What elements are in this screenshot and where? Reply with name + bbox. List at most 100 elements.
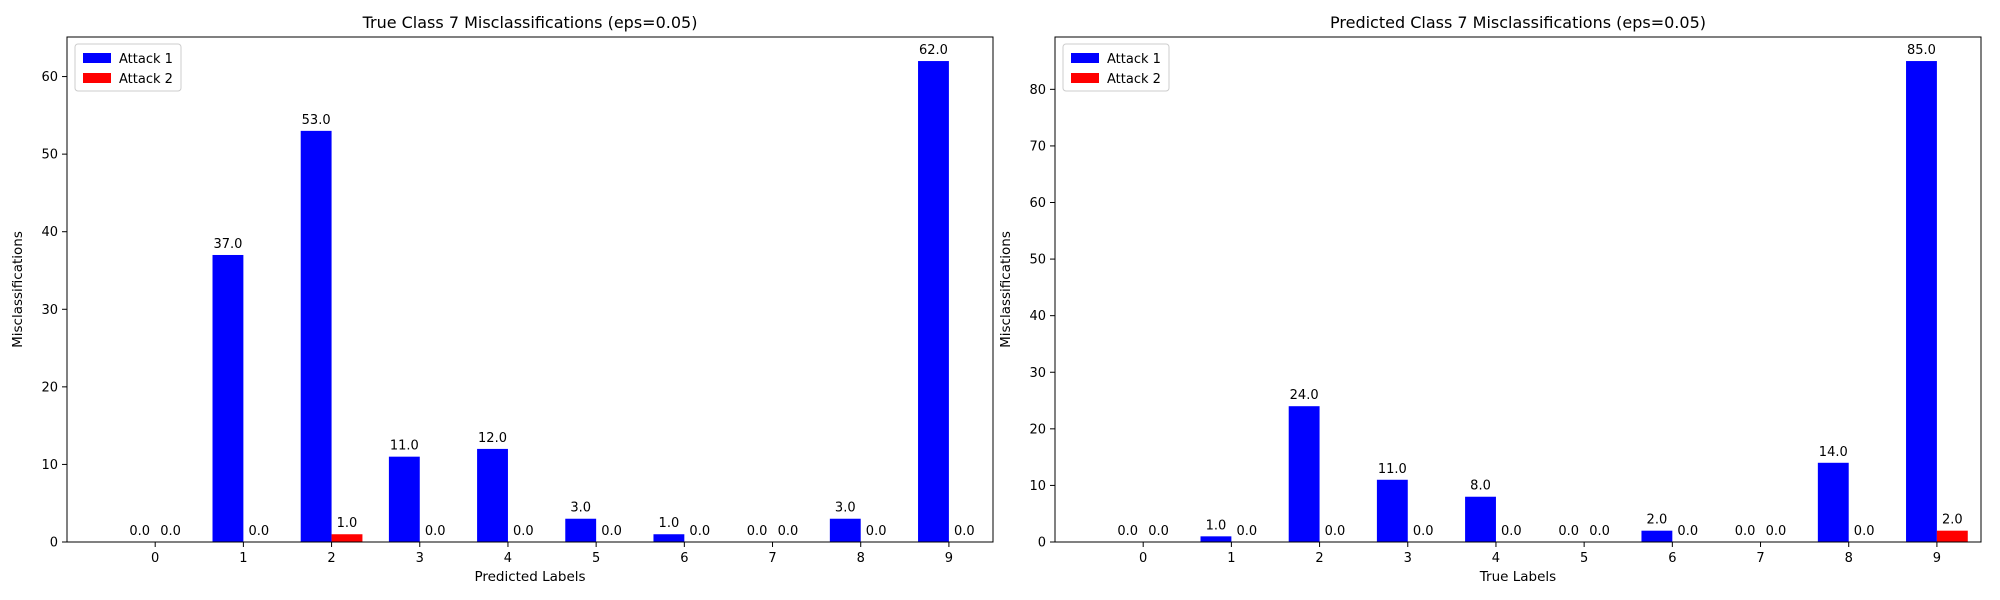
value-label-series-1-cat-4: 8.0: [1470, 479, 1491, 494]
bar-series-1-cat-5: [565, 518, 597, 542]
plot-marks: 0.037.053.011.012.03.01.00.03.062.00.0 0.…: [41, 36, 994, 566]
x-tick-label-5: 5: [592, 551, 600, 566]
x-tick-label-5: 5: [1580, 551, 1588, 566]
legend: Attack 1 Attack 2: [1062, 43, 1170, 92]
legend-swatch-attack-1: [1071, 53, 1099, 63]
value-label-series-2-cat-6: 0.0: [689, 524, 710, 539]
value-label-series-1-cat-7: 0.0: [747, 524, 768, 539]
value-label-series-2-cat-7: 0.0: [1766, 524, 1787, 539]
y-tick-label-10: 10: [41, 458, 58, 473]
y-tick-label-20: 20: [1029, 422, 1046, 437]
y-axis-label: Misclassifications: [998, 231, 1014, 348]
x-tick-label-9: 9: [1933, 551, 1941, 566]
x-tick-label-7: 7: [1756, 551, 1764, 566]
bar-series-1-cat-3: [388, 456, 420, 542]
chart-title: True Class 7 Misclassifications (eps=0.0…: [362, 13, 698, 32]
value-label-series-1-cat-4: 12.0: [478, 431, 507, 446]
bar-series-1-cat-4: [477, 448, 508, 542]
x-tick-label-0: 0: [1139, 551, 1147, 566]
legend-label-attack-1: Attack 1: [1107, 52, 1161, 67]
value-label-series-2-cat-8: 0.0: [866, 524, 887, 539]
value-label-series-1-cat-8: 3.0: [835, 501, 856, 516]
bar-series-1-cat-2: [300, 130, 332, 542]
bar-series-1-cat-8: [1817, 462, 1849, 542]
value-label-series-1-cat-2: 24.0: [1290, 388, 1319, 403]
y-tick-label-10: 10: [1029, 479, 1046, 494]
bar-series-1-cat-3: [1376, 479, 1408, 542]
bar-series-1-cat-6: [1641, 530, 1673, 542]
value-label-series-1-cat-1: 1.0: [1206, 518, 1227, 533]
value-label-series-2-cat-9: 2.0: [1942, 513, 1963, 528]
y-tick-label-50: 50: [41, 148, 58, 163]
value-label-series-1-cat-1: 37.0: [213, 237, 242, 252]
bar-series-1-cat-6: [653, 534, 685, 542]
value-label-series-2-cat-4: 0.0: [513, 524, 534, 539]
value-label-series-1-cat-0: 0.0: [129, 524, 150, 539]
y-tick-label-40: 40: [1029, 309, 1046, 324]
y-tick-label-30: 30: [41, 303, 58, 318]
y-tick-label-60: 60: [41, 70, 58, 85]
value-label-series-2-cat-3: 0.0: [1413, 524, 1434, 539]
value-label-series-2-cat-2: 0.0: [1325, 524, 1346, 539]
legend-label-attack-1: Attack 1: [119, 52, 173, 67]
value-label-series-1-cat-9: 62.0: [919, 43, 948, 58]
value-label-series-2-cat-2: 1.0: [337, 516, 358, 531]
value-label-series-2-cat-1: 0.0: [1236, 524, 1257, 539]
value-label-series-1-cat-2: 53.0: [302, 113, 331, 128]
bar-series-2-cat-9: [1936, 530, 1968, 542]
x-tick-label-9: 9: [945, 551, 953, 566]
axes-frame: [1054, 36, 1982, 543]
legend-label-attack-2: Attack 2: [119, 72, 173, 87]
value-label-series-1-cat-0: 0.0: [1117, 524, 1138, 539]
chart-title: Predicted Class 7 Misclassifications (ep…: [1330, 13, 1706, 32]
value-label-series-2-cat-7: 0.0: [778, 524, 799, 539]
x-tick-label-2: 2: [1315, 551, 1323, 566]
x-tick-label-8: 8: [1845, 551, 1853, 566]
bar-series-1-cat-8: [829, 518, 861, 542]
x-tick-label-6: 6: [1668, 551, 1676, 566]
bar-series-2-cat-2: [331, 534, 363, 542]
legend-swatch-attack-1: [83, 53, 111, 63]
y-tick-label-80: 80: [1029, 83, 1046, 98]
x-tick-label-4: 4: [1492, 551, 1500, 566]
x-tick-label-4: 4: [504, 551, 512, 566]
value-label-series-1-cat-6: 2.0: [1647, 513, 1668, 528]
y-axis-label: Misclassifications: [10, 231, 26, 348]
x-tick-label-7: 7: [768, 551, 776, 566]
bar-series-1-cat-1: [1200, 536, 1232, 542]
value-label-series-1-cat-8: 14.0: [1819, 445, 1848, 460]
value-label-series-2-cat-5: 0.0: [601, 524, 622, 539]
bar-series-1-cat-9: [1906, 61, 1937, 543]
legend: Attack 1 Attack 2: [74, 43, 182, 92]
value-label-series-2-cat-8: 0.0: [1854, 524, 1875, 539]
value-label-series-2-cat-1: 0.0: [248, 524, 269, 539]
bar-series-1-cat-9: [918, 61, 949, 543]
x-tick-label-3: 3: [416, 551, 424, 566]
value-label-series-1-cat-6: 1.0: [659, 516, 680, 531]
value-label-series-2-cat-4: 0.0: [1501, 524, 1522, 539]
value-label-series-2-cat-9: 0.0: [954, 524, 975, 539]
axes-frame: [66, 36, 994, 543]
value-label-series-2-cat-0: 0.0: [1148, 524, 1169, 539]
value-label-series-1-cat-3: 11.0: [390, 439, 419, 454]
x-tick-label-8: 8: [857, 551, 865, 566]
y-tick-label-40: 40: [41, 225, 58, 240]
x-tick-label-1: 1: [1227, 551, 1235, 566]
x-tick-label-0: 0: [151, 551, 159, 566]
value-label-series-2-cat-3: 0.0: [425, 524, 446, 539]
legend-swatch-attack-2: [1071, 73, 1099, 83]
value-label-series-2-cat-6: 0.0: [1677, 524, 1698, 539]
x-tick-label-2: 2: [327, 551, 335, 566]
x-tick-label-3: 3: [1404, 551, 1412, 566]
value-label-series-1-cat-3: 11.0: [1378, 462, 1407, 477]
value-label-series-2-cat-0: 0.0: [160, 524, 181, 539]
bar-series-1-cat-1: [212, 254, 244, 542]
value-label-series-1-cat-7: 0.0: [1735, 524, 1756, 539]
bar-series-1-cat-2: [1288, 406, 1320, 542]
chart-true-class-7: True Class 7 Misclassifications (eps=0.0…: [10, 13, 994, 585]
x-tick-label-6: 6: [680, 551, 688, 566]
y-tick-label-70: 70: [1029, 139, 1046, 154]
y-tick-label-50: 50: [1029, 253, 1046, 268]
chart-predicted-class-7: Predicted Class 7 Misclassifications (ep…: [998, 13, 1982, 585]
